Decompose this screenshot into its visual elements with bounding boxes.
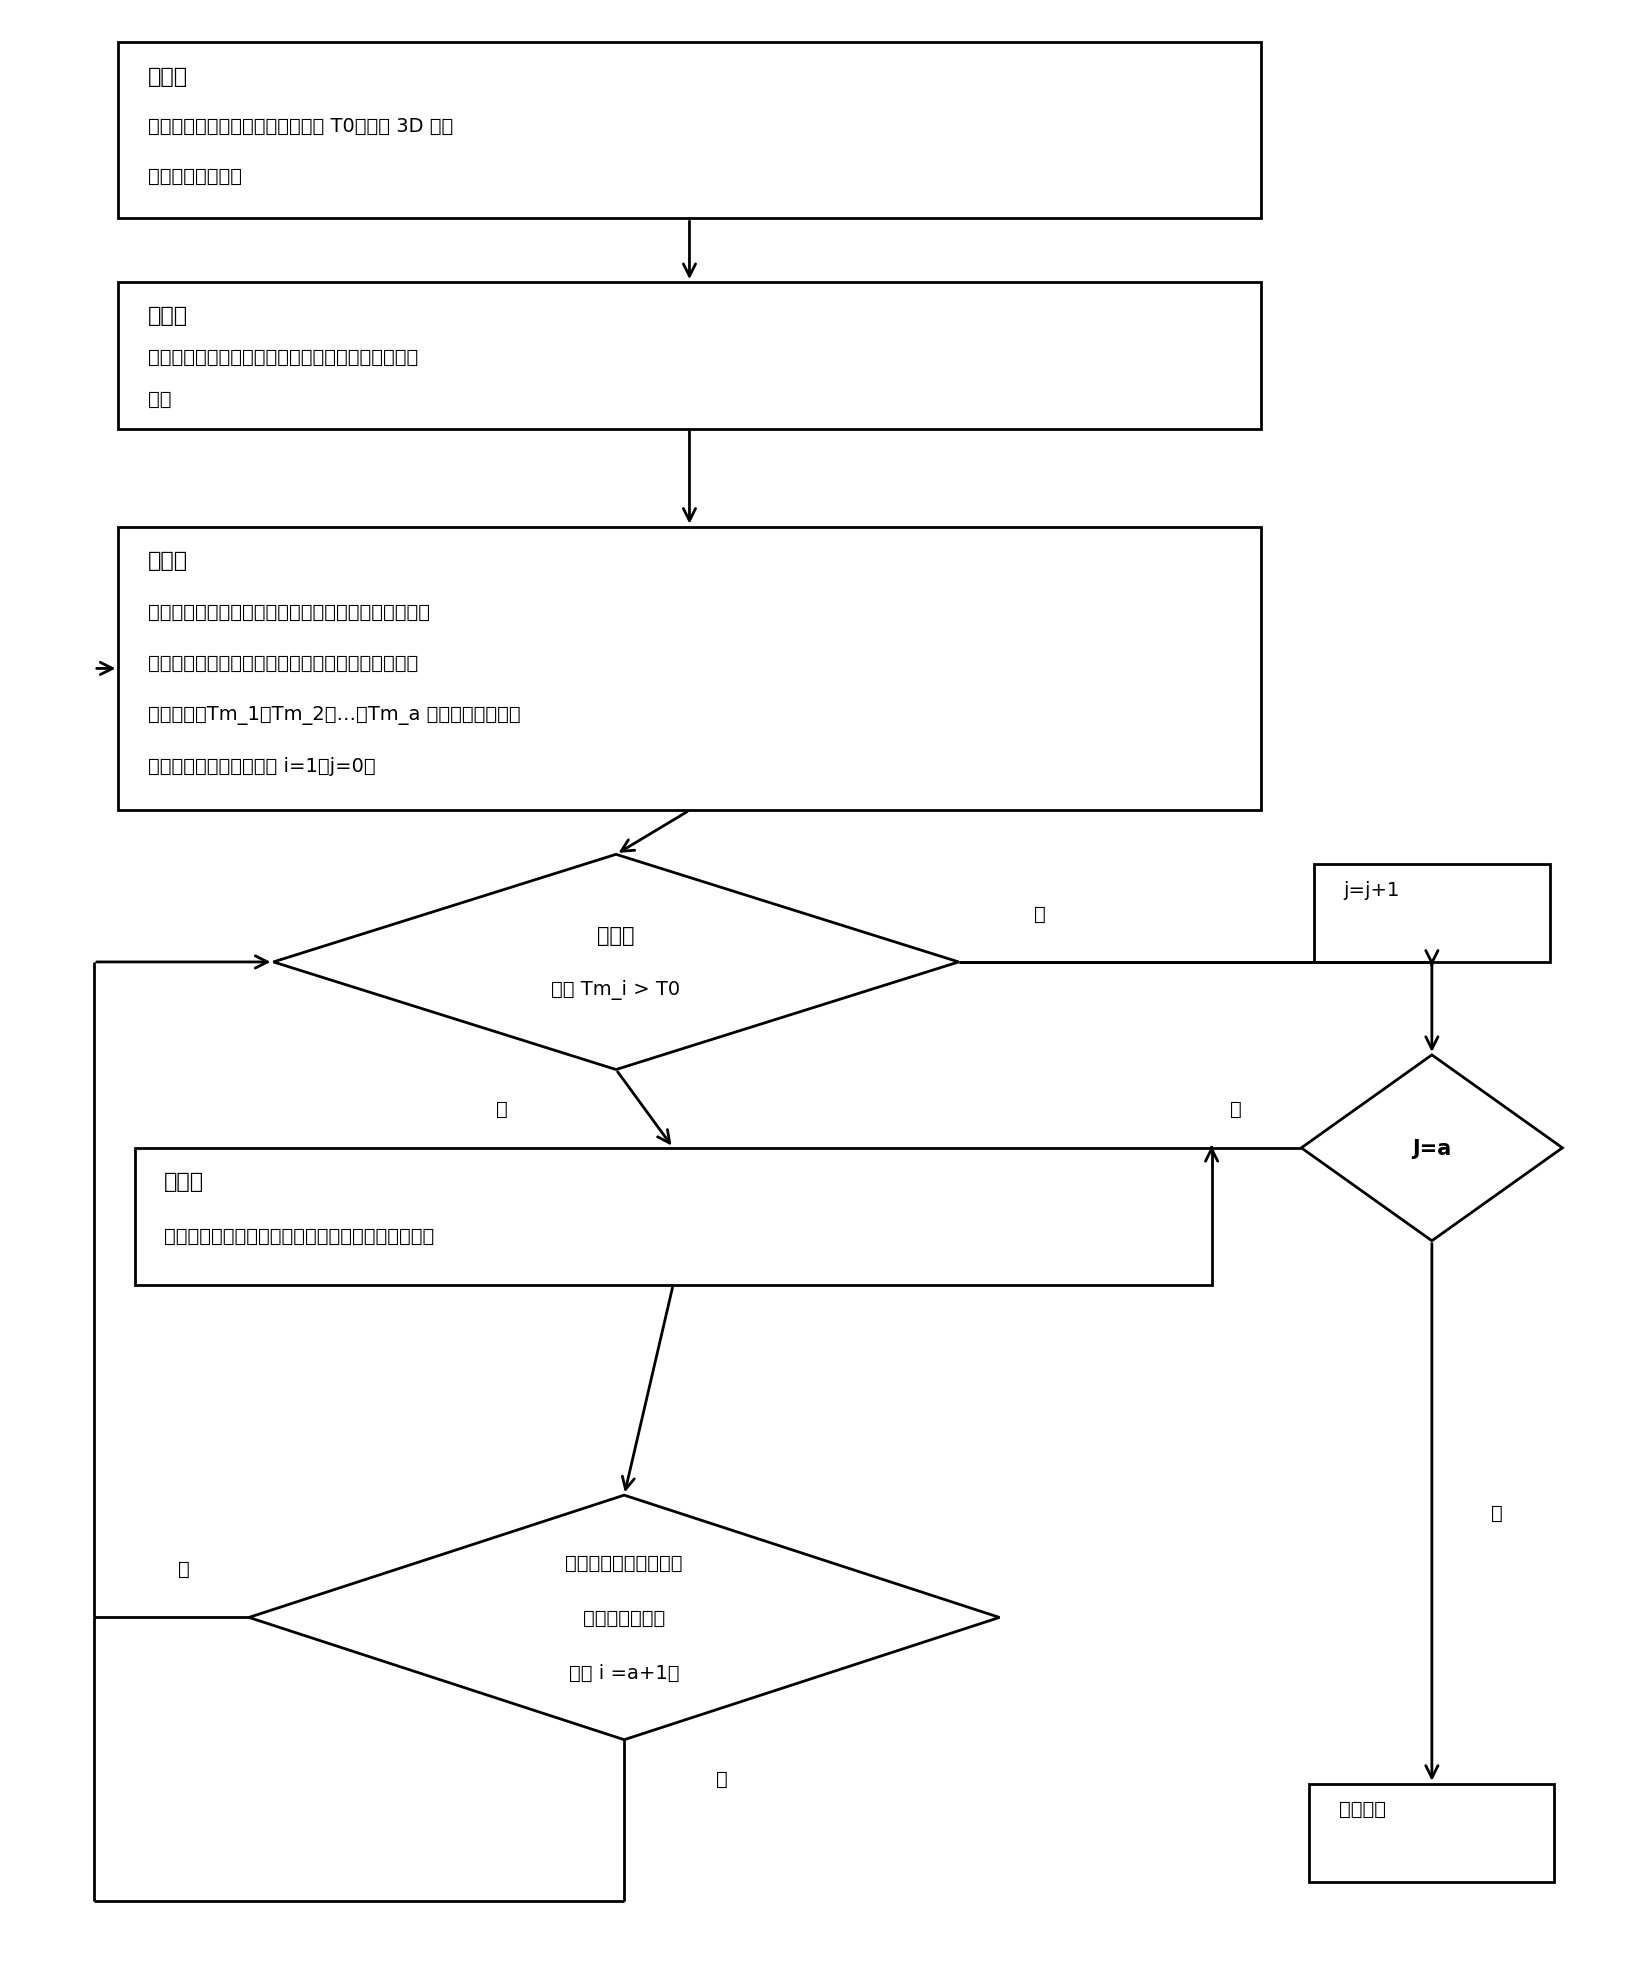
- Text: 后的版图信息。: 后的版图信息。: [583, 1609, 665, 1626]
- Text: 度最高值，Tm_1，Tm_2，…，Tm_a 和各个区域的温度: 度最高值，Tm_1，Tm_2，…，Tm_a 和各个区域的温度: [148, 705, 520, 725]
- Text: 判断 i =a+1。: 判断 i =a+1。: [569, 1664, 679, 1681]
- Polygon shape: [1301, 1055, 1562, 1241]
- Text: 是: 是: [716, 1770, 728, 1789]
- Text: 否: 否: [177, 1559, 190, 1579]
- Text: 结束优化: 结束优化: [1337, 1799, 1385, 1819]
- Text: 判断 Tm_i > T0: 判断 Tm_i > T0: [551, 980, 680, 1000]
- Text: 第三步: 第三步: [148, 550, 188, 572]
- Bar: [1308, 1783, 1554, 1882]
- Text: 第四步: 第四步: [597, 925, 634, 945]
- Text: 否: 否: [1229, 1100, 1241, 1119]
- Text: 根据三维芯片的布图信息，利用热阻模型进行热分析，: 根据三维芯片的布图信息，利用热阻模型进行热分析，: [148, 603, 429, 621]
- Polygon shape: [274, 854, 959, 1070]
- Text: 将集成电路版图分割为若干区域。将各个区域依次编: 将集成电路版图分割为若干区域。将各个区域依次编: [148, 348, 418, 367]
- Text: 是: 是: [1490, 1502, 1501, 1522]
- Text: 电路直角坐标系。: 电路直角坐标系。: [148, 167, 241, 187]
- Text: 号。: 号。: [148, 391, 170, 409]
- Text: 第六步更新插入热通孔: 第六步更新插入热通孔: [565, 1554, 682, 1573]
- Text: 输入基本版图信息，确定目标温度 T0。建立 3D 集成: 输入基本版图信息，确定目标温度 T0。建立 3D 集成: [148, 118, 452, 136]
- Text: 第一步: 第一步: [148, 67, 188, 86]
- Text: J=a: J=a: [1411, 1139, 1451, 1159]
- Bar: [118, 526, 1260, 811]
- Bar: [118, 283, 1260, 430]
- Text: 最高点所在的坐标值。令 i=1，j=0。: 最高点所在的坐标值。令 i=1，j=0。: [148, 756, 375, 776]
- Text: 计算热通孔数目，判断并选取插入点，插入热通孔。: 计算热通孔数目，判断并选取插入点，插入热通孔。: [164, 1226, 434, 1245]
- Text: 得到芯片上各个区域的温度分布。存储各个区域的温: 得到芯片上各个区域的温度分布。存储各个区域的温: [148, 654, 418, 674]
- Polygon shape: [249, 1495, 998, 1740]
- Text: j=j+1: j=j+1: [1342, 880, 1398, 900]
- Text: 第五步: 第五步: [164, 1173, 205, 1192]
- Bar: [134, 1149, 1211, 1284]
- Text: 是: 是: [495, 1100, 508, 1119]
- Text: 第二步: 第二步: [148, 306, 188, 326]
- Bar: [1313, 864, 1549, 962]
- Text: 否: 否: [1034, 903, 1046, 923]
- Bar: [118, 43, 1260, 220]
